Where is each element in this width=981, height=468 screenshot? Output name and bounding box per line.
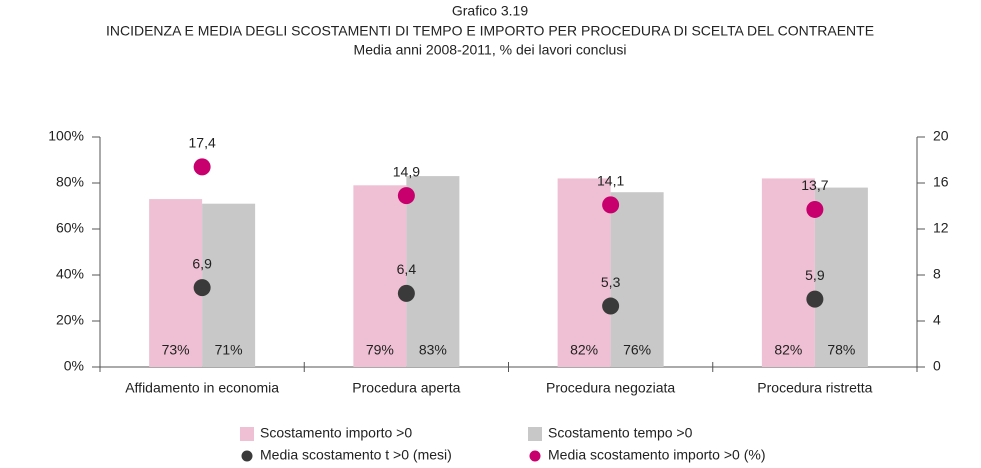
chart-title: Grafico 3.19 [452,3,528,19]
y2-tick-label: 16 [933,174,949,190]
y2-tick-label: 4 [933,312,941,328]
dot [397,187,415,205]
y2-tick-label: 8 [933,266,941,282]
bar-value-label: 71% [215,342,243,358]
legend-label: Media scostamento importo >0 (%) [548,447,765,463]
dot [193,279,211,297]
y2-tick-label: 0 [933,358,941,374]
dot-value-label: 5,3 [601,274,621,290]
bar [761,178,815,367]
y-tick-label: 80% [56,174,84,190]
chart-subtitle: INCIDENZA E MEDIA DEGLI SCOSTAMENTI DI T… [106,23,874,39]
bar [814,187,868,367]
bar-value-label: 73% [162,342,190,358]
bar [353,185,407,367]
bar [610,192,664,367]
y-tick-label: 100% [48,128,84,144]
bar [406,176,460,367]
chart-subtitle: Media anni 2008-2011, % dei lavori concl… [354,42,627,58]
bar-value-label: 76% [623,342,651,358]
y2-tick-label: 12 [933,220,949,236]
bar-value-label: 83% [419,342,447,358]
x-tick-label: Procedura aperta [352,380,460,396]
legend-swatch [528,427,542,441]
dot-value-label: 17,4 [189,135,216,151]
x-tick-label: Procedura ristretta [757,380,872,396]
dot [193,158,211,176]
legend-swatch [240,427,254,441]
legend-label: Scostamento tempo >0 [548,425,693,441]
x-tick-label: Affidamento in economia [125,380,279,396]
bar-value-label: 79% [366,342,394,358]
bar [149,199,203,367]
y-tick-label: 0% [64,358,84,374]
dot-value-label: 5,9 [805,267,825,283]
y-tick-label: 40% [56,266,84,282]
legend-label: Media scostamento t >0 (mesi) [260,447,452,463]
y2-tick-label: 20 [933,128,949,144]
dot-value-label: 14,9 [393,163,420,179]
dot [602,196,620,214]
bar [557,178,611,367]
dot-value-label: 6,9 [192,255,212,271]
dot-value-label: 14,1 [597,173,624,189]
dot [806,200,824,218]
bar [202,203,256,367]
dot [602,297,620,315]
legend-label: Scostamento importo >0 [260,425,412,441]
dot-value-label: 13,7 [801,177,828,193]
dot [806,290,824,308]
bar-value-label: 78% [827,342,855,358]
legend-swatch [529,450,541,462]
dot [397,284,415,302]
y-tick-label: 60% [56,220,84,236]
y-tick-label: 20% [56,312,84,328]
bar-value-label: 82% [774,342,802,358]
bar-value-label: 82% [570,342,598,358]
dot-value-label: 6,4 [397,261,417,277]
legend-swatch [241,450,253,462]
x-tick-label: Procedura negoziata [546,380,675,396]
